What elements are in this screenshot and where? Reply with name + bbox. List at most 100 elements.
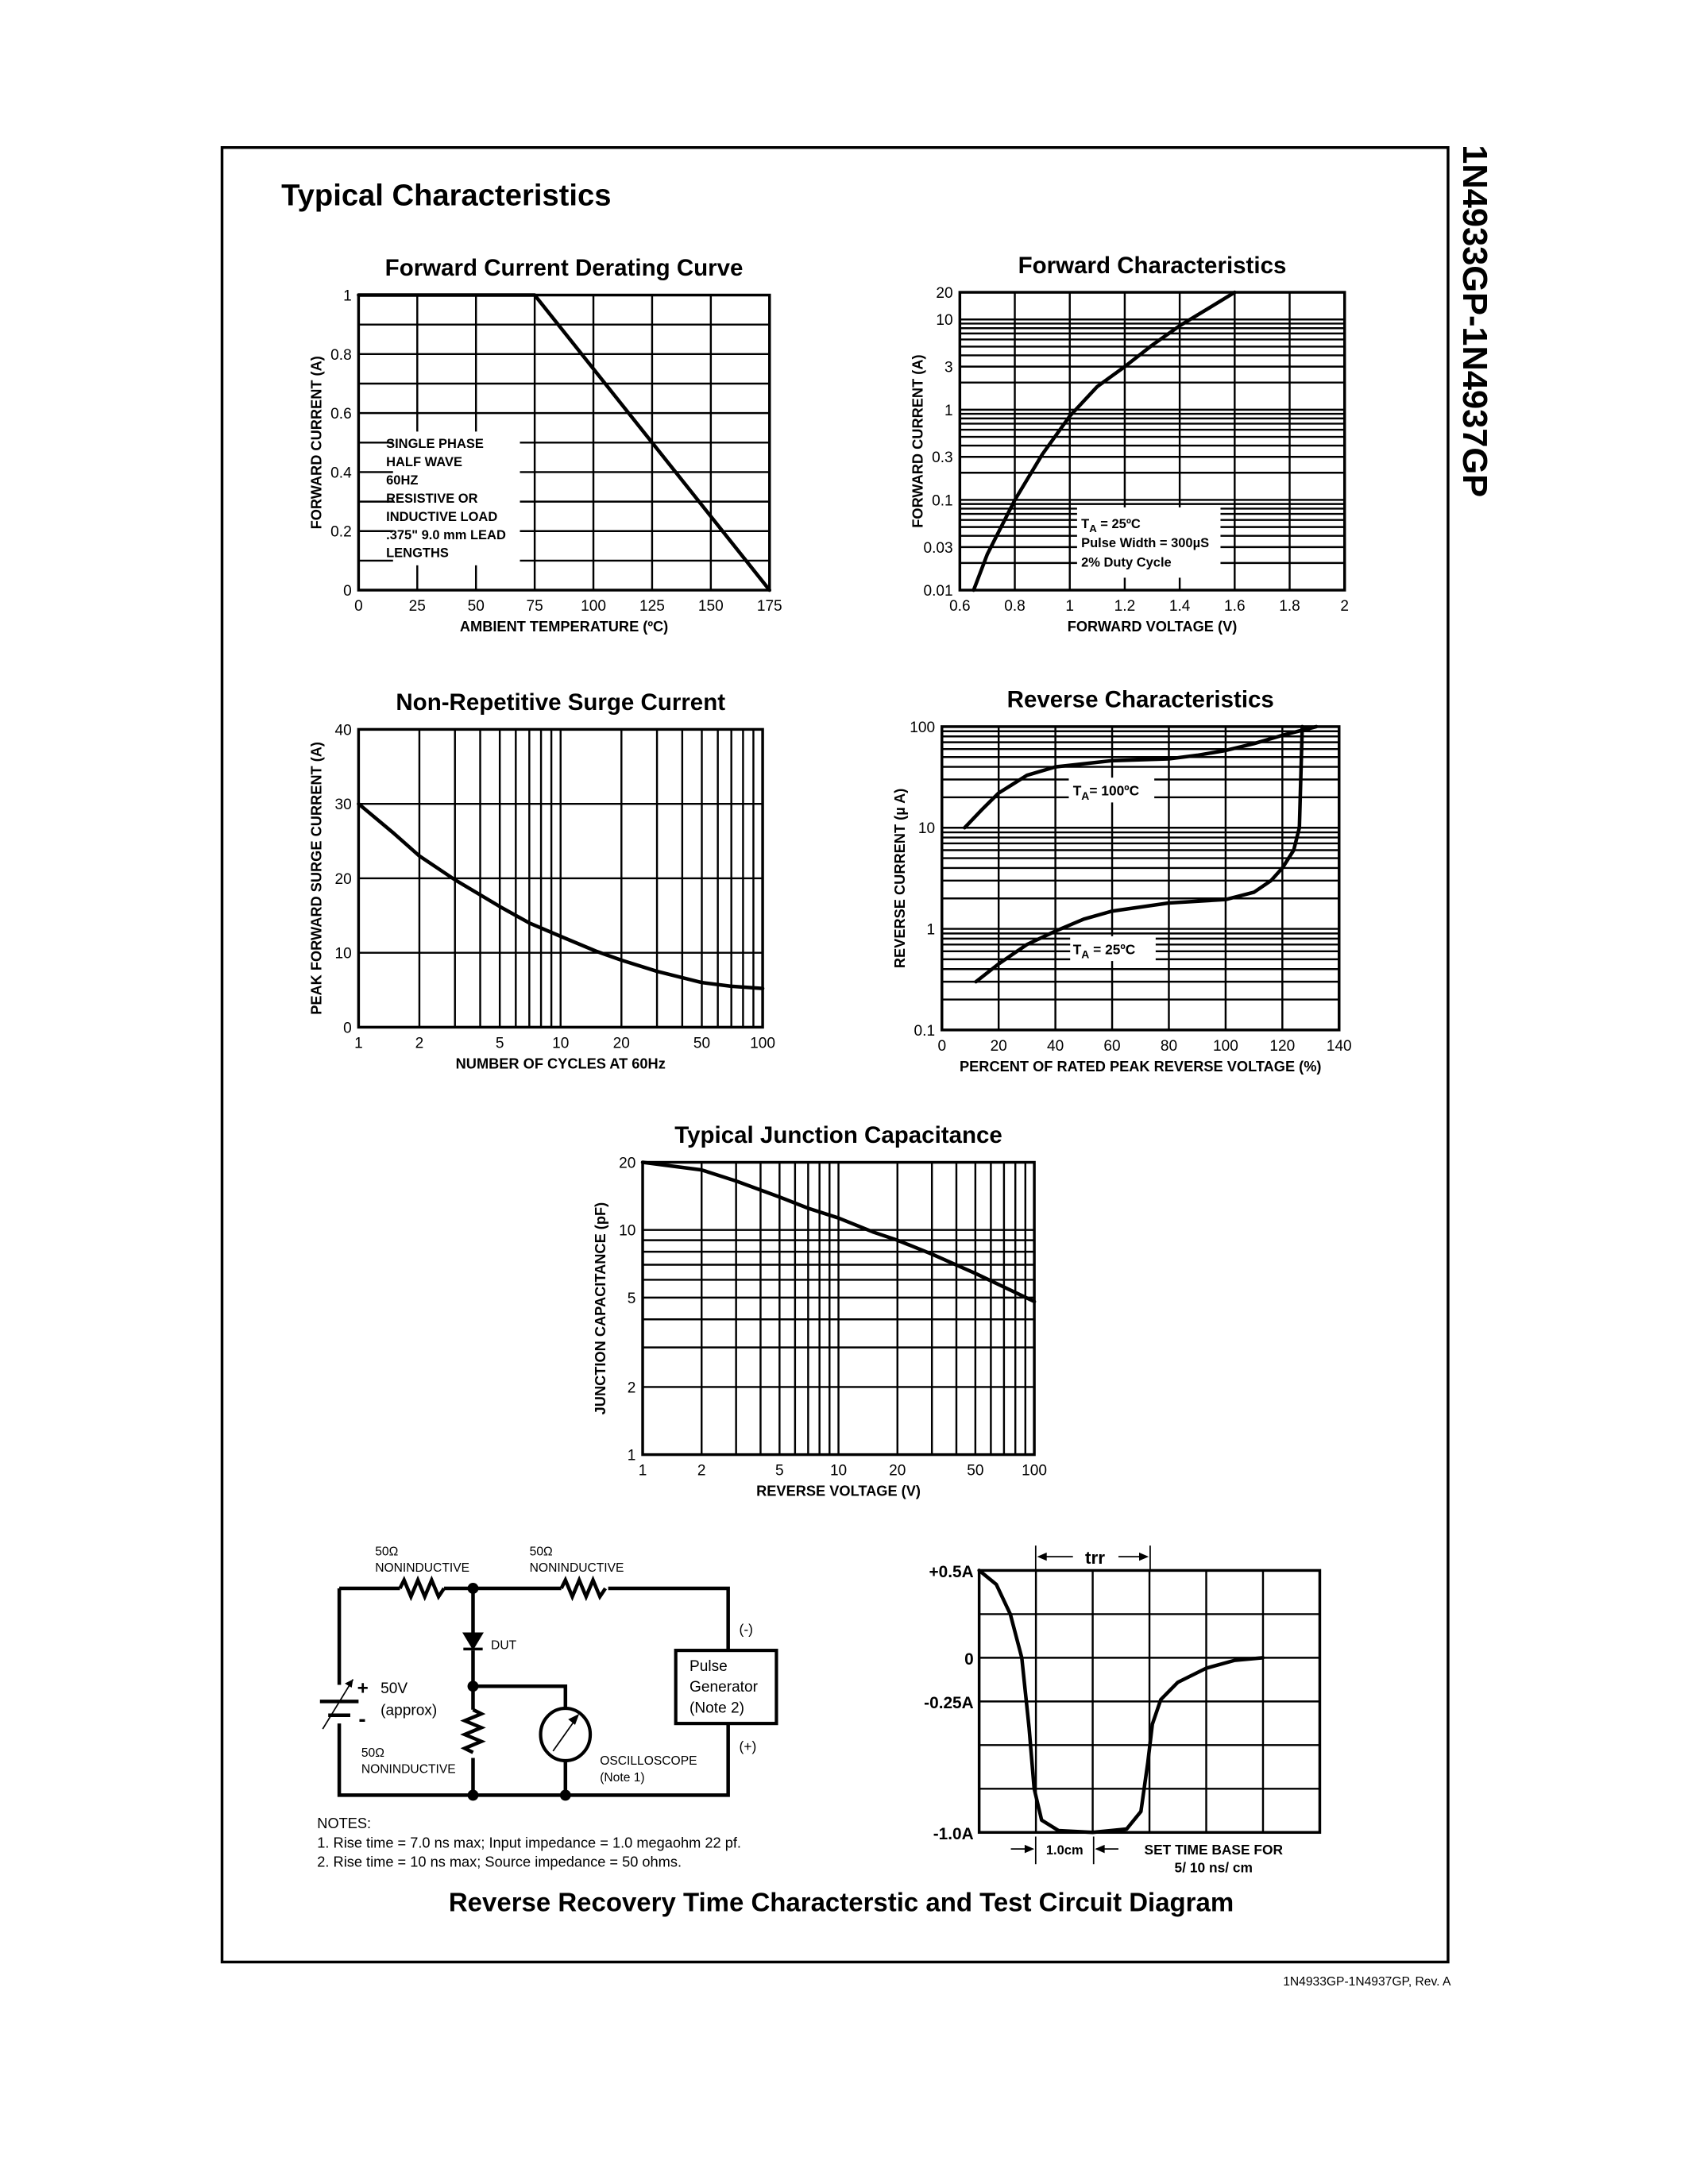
chart-5: Typical Junction Capacitance REVERSE VOLT…	[593, 1122, 1047, 1499]
legend-text: TA = 25ºC	[1081, 517, 1141, 534]
side-title: 1N4933GP-1N4937GP	[1455, 145, 1493, 497]
oscilloscope-note: (Note 1)	[600, 1771, 644, 1785]
battery-note: (approx)	[380, 1703, 437, 1719]
x-tick-label: 50	[468, 598, 485, 615]
x-tick-label: 100	[1213, 1038, 1238, 1055]
x-tick-label: 0	[354, 598, 363, 615]
scope-y-label: 0	[964, 1650, 974, 1669]
r2-type: NONINDUCTIVE	[530, 1561, 624, 1575]
scope-y-label: -0.25A	[924, 1694, 974, 1712]
x-tick-label: 50	[693, 1035, 710, 1051]
curve-label-box	[1070, 936, 1156, 962]
y-tick-label: 0	[343, 583, 352, 600]
y-tick-label: 10	[936, 312, 952, 329]
curve-label-box	[1068, 778, 1155, 803]
resistor-1	[398, 1575, 446, 1602]
scope-frame	[977, 1569, 1322, 1835]
x-tick-label: 100	[1022, 1463, 1047, 1480]
junction-node	[467, 1789, 479, 1801]
x-tick-label: 60	[1103, 1038, 1120, 1055]
y-tick-label: 30	[334, 797, 351, 813]
pulse-generator-label: (Note 2)	[689, 1700, 744, 1716]
chart-title: Forward Characteristics	[1018, 253, 1287, 279]
footer-revision: 1N4933GP-1N4937GP, Rev. A	[1283, 1975, 1451, 1989]
y-tick-label: 1	[343, 287, 352, 304]
x-axis-label: FORWARD VOLTAGE (V)	[1068, 619, 1238, 635]
y-tick-label: 1	[944, 403, 953, 419]
x-tick-label: 2	[697, 1463, 706, 1480]
r1-type: NONINDUCTIVE	[375, 1561, 469, 1575]
resistor-3	[460, 1707, 486, 1754]
x-tick-label: 140	[1327, 1038, 1352, 1055]
bottom-title: Reverse Recovery Time Characterstic and …	[449, 1887, 1234, 1916]
y-tick-label: 10	[918, 820, 935, 837]
chart-1: Forward Current Derating Curve AMBIENT TE…	[309, 255, 782, 635]
y-tick-label: 0	[343, 1020, 352, 1036]
y-tick-label: 0.1	[932, 492, 953, 509]
series-line-ta-25c	[971, 290, 1237, 592]
y-tick-label: 20	[334, 871, 351, 888]
oscilloscope-meter-icon	[539, 1706, 593, 1763]
y-tick-label: 0.2	[330, 524, 352, 541]
y-tick-label: 3	[944, 360, 953, 376]
x-tick-label: 20	[991, 1038, 1007, 1055]
x-tick-label: 0.8	[1004, 598, 1026, 615]
junction-node	[559, 1789, 571, 1801]
x-tick-label: 0.6	[949, 598, 971, 615]
pulse-generator-label: Generator	[689, 1679, 759, 1696]
x-tick-label: 0	[937, 1038, 946, 1055]
x-tick-label: 5	[775, 1463, 784, 1480]
series-line-derating	[357, 293, 772, 592]
legend-text: 2% Duty Cycle	[1081, 556, 1172, 570]
note-1: 1. Rise time = 7.0 ns max; Input impedan…	[317, 1835, 741, 1850]
y-tick-label: 0.3	[932, 450, 953, 466]
y-tick-label: 0.8	[330, 347, 352, 364]
y-tick-label: 10	[334, 946, 351, 963]
chart-4: Reverse Characteristics PERCENT OF RATED …	[892, 687, 1352, 1075]
legend-rest: = 100ºC	[1089, 783, 1139, 799]
dut-label: DUT	[491, 1638, 517, 1652]
legend-rest: = 25ºC	[1097, 517, 1141, 531]
x-tick-label: 75	[526, 598, 543, 615]
y-tick-label: 1	[628, 1448, 636, 1464]
y-tick-label: 1	[926, 922, 935, 939]
pulse-generator-box	[674, 1649, 778, 1726]
circuit-wire-left	[337, 1588, 730, 1797]
legend-main: T	[1073, 941, 1082, 957]
legend-sub: A	[1081, 948, 1089, 961]
legend-text: TA= 100ºC	[1073, 783, 1140, 802]
r3-type: NONINDUCTIVE	[361, 1763, 456, 1777]
x-tick-label: 20	[889, 1463, 906, 1480]
y-tick-label: 0.6	[330, 406, 352, 423]
chart-2: Forward Characteristics FORWARD VOLTAGE (…	[910, 253, 1349, 635]
division-marker	[1010, 1836, 1118, 1865]
legend-text: Pulse Width = 300µS	[1081, 536, 1209, 550]
x-tick-label: 120	[1269, 1038, 1295, 1055]
resistor-2	[559, 1575, 608, 1602]
legend-text: 60HZ	[386, 473, 418, 488]
x-tick-label: 100	[750, 1035, 775, 1051]
x-axis-label: NUMBER OF CYCLES AT 60Hz	[456, 1055, 666, 1071]
legend-rest: = 25ºC	[1089, 941, 1135, 957]
plot-frame	[357, 293, 771, 592]
battery-value: 50V	[380, 1680, 408, 1697]
r2-value: 50Ω	[530, 1545, 553, 1558]
legend-text: INDUCTIVE LOAD	[386, 510, 497, 524]
legend-main: T	[1073, 783, 1082, 799]
y-axis-label: JUNCTION CAPACITANCE (pF)	[593, 1202, 608, 1415]
x-tick-label: 50	[967, 1463, 983, 1480]
legend-text: LENGTHS	[386, 546, 449, 561]
division-label: 1.0cm	[1046, 1843, 1083, 1858]
x-tick-label: 80	[1161, 1038, 1177, 1055]
note-2: 2. Rise time = 10 ns max; Source impedan…	[317, 1854, 682, 1870]
x-axis-label: REVERSE VOLTAGE (V)	[756, 1484, 921, 1499]
y-axis-label: FORWARD CURRENT (A)	[309, 356, 325, 529]
y-tick-label: 0.1	[914, 1023, 936, 1040]
x-tick-label: 1	[1065, 598, 1074, 615]
r1-value: 50Ω	[375, 1545, 398, 1558]
x-tick-label: 2	[415, 1035, 424, 1051]
series-line-ta-100c	[963, 724, 1319, 830]
plot-frame	[958, 291, 1346, 592]
series-line-ta-25c	[974, 724, 1304, 984]
